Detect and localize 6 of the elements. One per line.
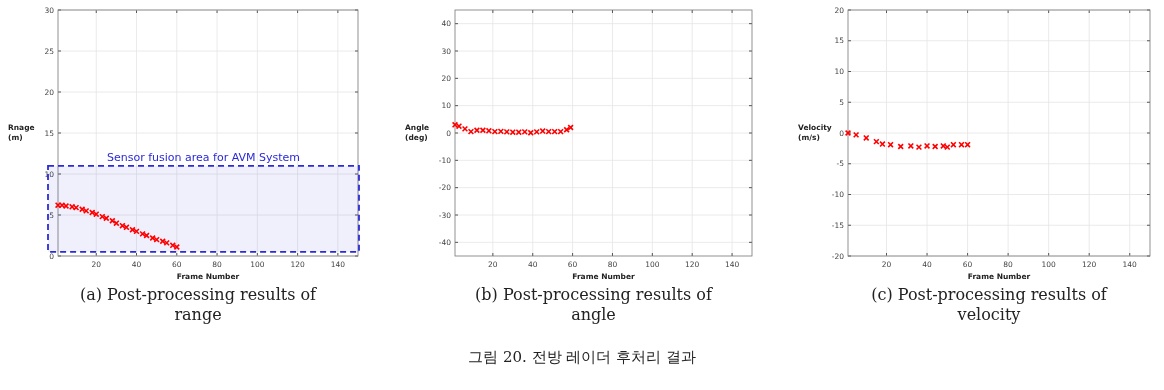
caption: 그림 20. 전방 레이더 후처리 결과: [468, 348, 696, 366]
text: (b) Post-processing results of angle: [475, 285, 713, 324]
point: [852, 131, 860, 139]
text: (a) Post-processing results of range: [79, 285, 318, 324]
band-label: Sensor fusion area for AVM System: [106, 150, 301, 164]
text: (c) Post-processing results of velocity: [871, 285, 1108, 324]
